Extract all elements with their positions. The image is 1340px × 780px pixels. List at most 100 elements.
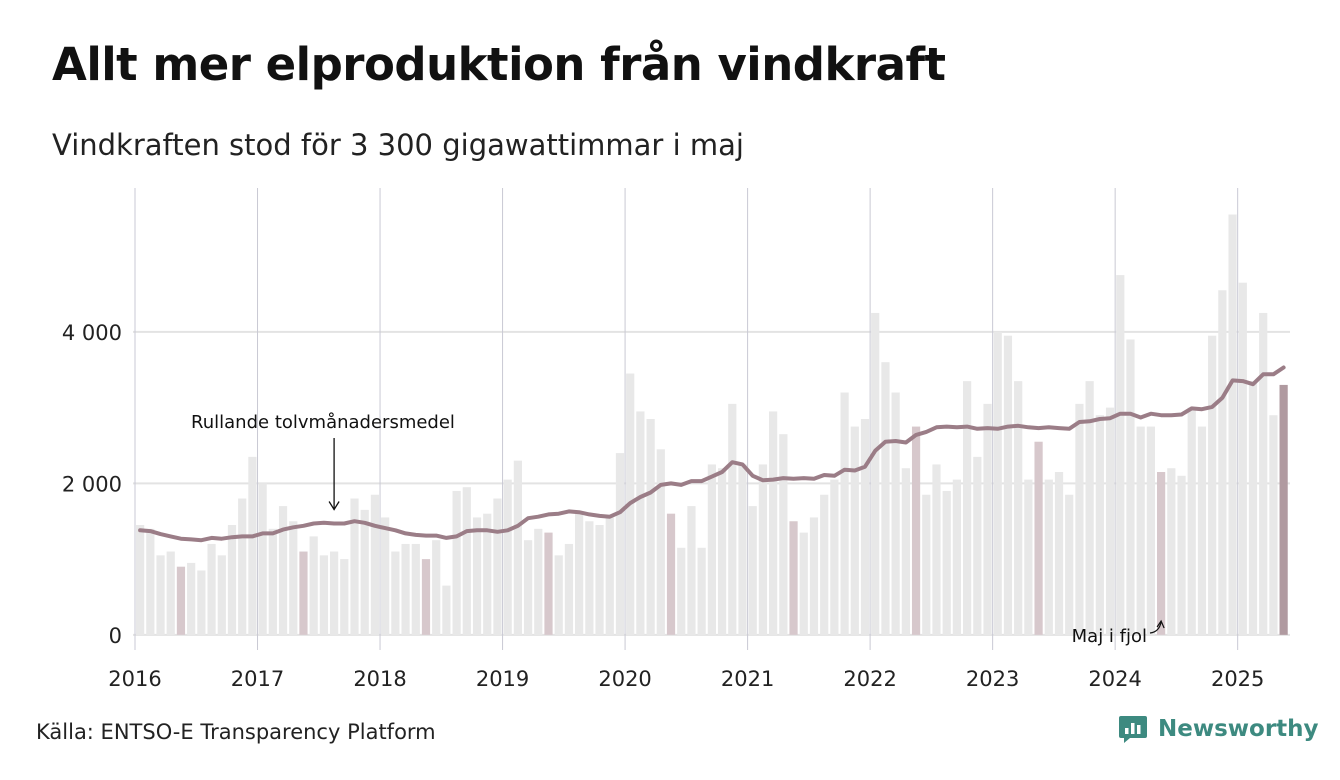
- bar: [360, 509, 369, 635]
- annotation-rolling-mean: Rullande tolvmånadersmedel: [191, 412, 455, 433]
- x-tick-label: 2020: [598, 667, 651, 691]
- bar: [319, 555, 328, 635]
- bar: [1003, 335, 1013, 635]
- bar: [881, 362, 890, 635]
- bar: [585, 521, 594, 635]
- bar: [758, 464, 768, 635]
- bar: [166, 551, 175, 635]
- logo-wordmark: Newsworthy: [1158, 716, 1319, 742]
- bar: [462, 487, 471, 635]
- bar: [993, 331, 1002, 635]
- bar: [238, 498, 247, 635]
- bar: [370, 494, 380, 635]
- bar: [258, 483, 267, 635]
- bar: [564, 543, 574, 635]
- bar: [248, 456, 257, 635]
- bar: [871, 312, 880, 635]
- bar-chart-speech-icon: [1119, 716, 1147, 743]
- chart-subtitle: Vindkraften stod för 3 300 gigawattimmar…: [52, 128, 744, 162]
- bar: [891, 392, 900, 635]
- bar: [329, 551, 339, 635]
- bar: [554, 555, 563, 635]
- bar: [503, 479, 512, 635]
- y-tick-label: 4 000: [62, 321, 122, 345]
- bar: [278, 506, 288, 635]
- bar: [411, 543, 420, 635]
- bar: [717, 468, 727, 635]
- bar: [1269, 415, 1278, 635]
- bar: [1279, 384, 1288, 635]
- bar: [227, 525, 237, 635]
- bar: [340, 559, 349, 635]
- bar: [1024, 479, 1033, 635]
- bar: [789, 521, 798, 635]
- wind-power-chart: 0 2 000 4 000 2016 2017 2018 2019 2020 2021 2022 2…: [62, 188, 1290, 691]
- bar: [1208, 335, 1217, 635]
- bar: [942, 490, 951, 635]
- bar: [646, 419, 655, 635]
- bar: [523, 540, 533, 635]
- bar: [1259, 312, 1268, 635]
- bar: [381, 517, 390, 635]
- bar: [1044, 479, 1053, 635]
- bar: [1177, 475, 1186, 635]
- bar: [687, 506, 696, 635]
- bar: [1157, 472, 1166, 635]
- bar: [472, 517, 482, 635]
- bar: [452, 490, 461, 635]
- bar: [799, 532, 808, 635]
- bar: [728, 403, 737, 635]
- bar: [932, 464, 941, 635]
- newsworthy-logo: Newsworthy: [1118, 714, 1319, 744]
- bar: [156, 555, 165, 635]
- bar: [1238, 282, 1247, 635]
- x-tick-label: 2018: [353, 667, 406, 691]
- bar: [1065, 494, 1074, 635]
- bar: [1167, 468, 1176, 635]
- bar: [350, 498, 359, 635]
- bar: [779, 434, 788, 635]
- bar: [1146, 426, 1155, 635]
- bar: [901, 468, 910, 635]
- bar: [911, 426, 921, 635]
- bar: [483, 513, 492, 635]
- bar: [666, 513, 676, 635]
- bar: [973, 456, 982, 635]
- bar: [493, 498, 502, 635]
- bar: [146, 528, 155, 635]
- bar: [391, 551, 400, 635]
- bar: [289, 521, 298, 635]
- bar: [1054, 472, 1064, 635]
- x-tick-label: 2023: [966, 667, 1019, 691]
- bar: [952, 479, 962, 635]
- x-tick-label: 2024: [1088, 667, 1141, 691]
- bar: [983, 403, 992, 635]
- bar: [401, 543, 410, 635]
- bar: [820, 494, 829, 635]
- bar: [860, 419, 870, 635]
- y-tick-label: 0: [109, 624, 122, 648]
- bar: [575, 513, 584, 635]
- bar: [1075, 403, 1084, 635]
- rolling-mean-line: [138, 365, 1286, 543]
- bar: [442, 585, 451, 635]
- bar: [513, 460, 522, 635]
- bar: [1126, 339, 1135, 635]
- bar: [636, 411, 645, 635]
- bar: [595, 525, 604, 635]
- bar: [615, 453, 625, 635]
- x-tick-label: 2017: [231, 667, 284, 691]
- bar: [534, 528, 543, 635]
- bar: [1136, 426, 1145, 635]
- bar: [707, 464, 716, 635]
- bar: [1187, 407, 1196, 635]
- bar: [1034, 441, 1043, 635]
- bar: [207, 543, 216, 635]
- x-tick-label: 2021: [721, 667, 774, 691]
- bar: [197, 570, 206, 635]
- source-note: Källa: ENTSO-E Transparency Platform: [36, 720, 436, 744]
- bar: [432, 540, 441, 635]
- bar: [1248, 381, 1258, 635]
- bar: [1218, 290, 1227, 635]
- annotation-arrowhead: [328, 501, 340, 511]
